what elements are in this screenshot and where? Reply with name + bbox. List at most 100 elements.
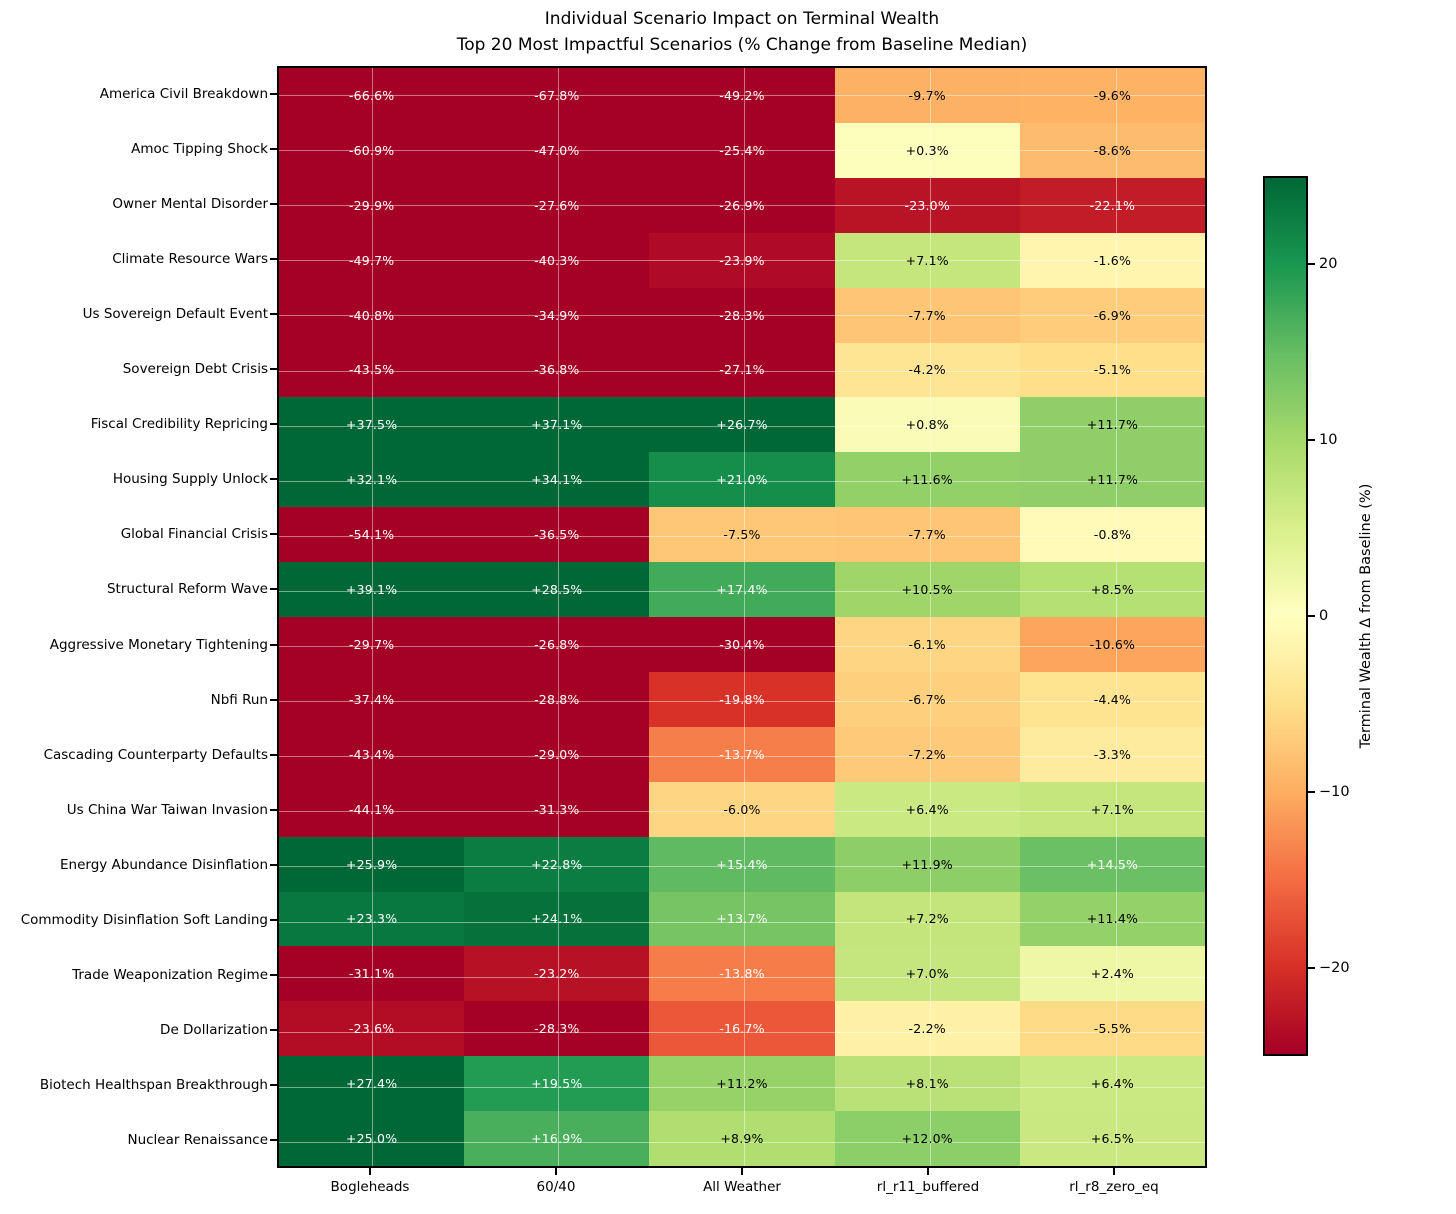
gridline <box>371 68 373 1166</box>
heatmap-cell: -16.7% <box>649 1001 835 1057</box>
cell-value: +7.2% <box>905 911 949 927</box>
row-label: Trade Weaponization Regime <box>72 967 268 984</box>
cell-value: -43.4% <box>348 746 395 762</box>
cell-value: +10.5% <box>901 582 953 598</box>
y-tick <box>270 368 277 371</box>
x-tick <box>369 1168 371 1175</box>
heatmap-cell: +11.6% <box>834 452 1020 508</box>
heatmap-cell: -43.5% <box>279 342 465 398</box>
colorbar-tick-label: −10 <box>1319 784 1350 800</box>
heatmap-cells: -66.6% -67.8% -49.2% -9.7% -9.6% -60.9% -47.0%… <box>279 68 1205 1166</box>
column-label: rl_r11_buffered <box>876 1179 980 1195</box>
cell-value: +26.7% <box>716 417 768 433</box>
cell-value: -13.7% <box>719 746 765 762</box>
cell-value: -29.7% <box>348 636 395 652</box>
heatmap-cell: +11.2% <box>649 1056 835 1112</box>
cell-value: +6.4% <box>905 801 949 817</box>
heatmap-cell: -30.4% <box>649 617 835 672</box>
cell-value: -7.5% <box>723 527 761 543</box>
column-label: 60/40 <box>536 1179 576 1195</box>
colorbar-tick <box>1308 263 1315 265</box>
y-tick <box>270 478 277 481</box>
heatmap-cell: -13.8% <box>649 946 835 1002</box>
heatmap-cell: +11.7% <box>1019 397 1205 453</box>
heatmap-cell: +14.5% <box>1019 836 1205 892</box>
row-label: America Civil Breakdown <box>99 85 268 102</box>
colorbar-tick <box>1308 615 1315 617</box>
heatmap-cell: -27.1% <box>649 342 835 398</box>
y-tick <box>270 698 277 701</box>
row-label: Owner Mental Disorder <box>112 195 268 212</box>
cell-value: -1.6% <box>1093 252 1132 268</box>
heatmap-cell: -0.8% <box>1019 507 1205 563</box>
row-label: Energy Abundance Disinflation <box>59 856 268 873</box>
gridline <box>279 150 1205 152</box>
heatmap-cell: -1.6% <box>1019 232 1205 288</box>
heatmap-cell: -37.4% <box>279 671 465 727</box>
cell-value: -31.3% <box>534 801 580 817</box>
heatmap-cell: +16.9% <box>464 1111 650 1166</box>
heatmap-cell: +39.1% <box>279 562 465 617</box>
gridline <box>279 205 1205 207</box>
heatmap-cell: -29.9% <box>279 177 465 233</box>
y-tick <box>270 588 277 591</box>
heatmap-cell: +24.1% <box>464 891 650 947</box>
gridline <box>279 260 1205 262</box>
cell-value: -8.6% <box>1093 142 1132 158</box>
heatmap-cell: +27.4% <box>279 1056 465 1112</box>
row-label: Nbfi Run <box>210 691 268 708</box>
heatmap-cell: -40.8% <box>279 287 465 343</box>
heatmap-cell: -54.1% <box>279 507 465 563</box>
gridline <box>279 535 1205 537</box>
y-tick <box>270 423 277 426</box>
cell-value: +11.6% <box>901 472 953 488</box>
cell-value: +7.1% <box>905 252 949 268</box>
heatmap-cell: +6.4% <box>1019 1056 1205 1112</box>
cell-value: -43.5% <box>348 362 395 378</box>
heatmap-cell: -6.0% <box>649 781 835 837</box>
gridline <box>279 976 1205 978</box>
cell-value: +2.4% <box>1090 966 1134 982</box>
cell-value: +37.1% <box>531 417 583 433</box>
heatmap-cell: -31.1% <box>279 946 465 1002</box>
cell-value: -37.4% <box>348 691 395 707</box>
heatmap-plot: -66.6% -67.8% -49.2% -9.7% -9.6% -60.9% -47.0%… <box>277 66 1207 1168</box>
row-label: Cascading Counterparty Defaults <box>43 746 268 763</box>
heatmap-cell: -26.8% <box>464 617 650 672</box>
heatmap-cell: -36.5% <box>464 507 650 563</box>
y-tick <box>270 753 277 756</box>
colorbar-tick <box>1308 967 1315 969</box>
cell-value: +16.9% <box>531 1131 583 1147</box>
heatmap-cell: -7.7% <box>834 287 1020 343</box>
y-tick <box>270 808 277 811</box>
cell-value: -67.8% <box>534 87 580 103</box>
cell-value: -23.2% <box>534 966 580 982</box>
colorbar <box>1263 176 1308 1056</box>
heatmap-cell: +7.2% <box>834 891 1020 947</box>
heatmap-cell: -47.0% <box>464 122 650 178</box>
gridline <box>279 866 1205 868</box>
y-tick <box>270 1139 277 1142</box>
heatmap-cell: -6.7% <box>834 671 1020 727</box>
cell-value: +11.9% <box>901 856 953 872</box>
heatmap-cell: -60.9% <box>279 122 465 178</box>
row-label: Climate Resource Wars <box>112 250 268 267</box>
gridline <box>279 425 1205 427</box>
x-tick <box>555 1168 557 1175</box>
gridline <box>279 811 1205 813</box>
heatmap-cell: -28.3% <box>649 287 835 343</box>
x-tick <box>1113 1168 1115 1175</box>
heatmap-cell: +28.5% <box>464 562 650 617</box>
y-tick <box>270 147 277 150</box>
cell-value: -40.3% <box>534 252 580 268</box>
heatmap-cell: -44.1% <box>279 781 465 837</box>
row-label: Sovereign Debt Crisis <box>122 361 268 378</box>
heatmap-cell: +25.9% <box>279 836 465 892</box>
heatmap-cell: +0.8% <box>834 397 1020 453</box>
colorbar-label: Terminal Wealth Δ from Baseline (%) <box>1358 483 1374 749</box>
heatmap-cell: +21.0% <box>649 452 835 508</box>
cell-value: -19.8% <box>719 691 765 707</box>
heatmap-cell: -5.5% <box>1019 1001 1205 1057</box>
cell-value: +34.1% <box>531 472 583 488</box>
